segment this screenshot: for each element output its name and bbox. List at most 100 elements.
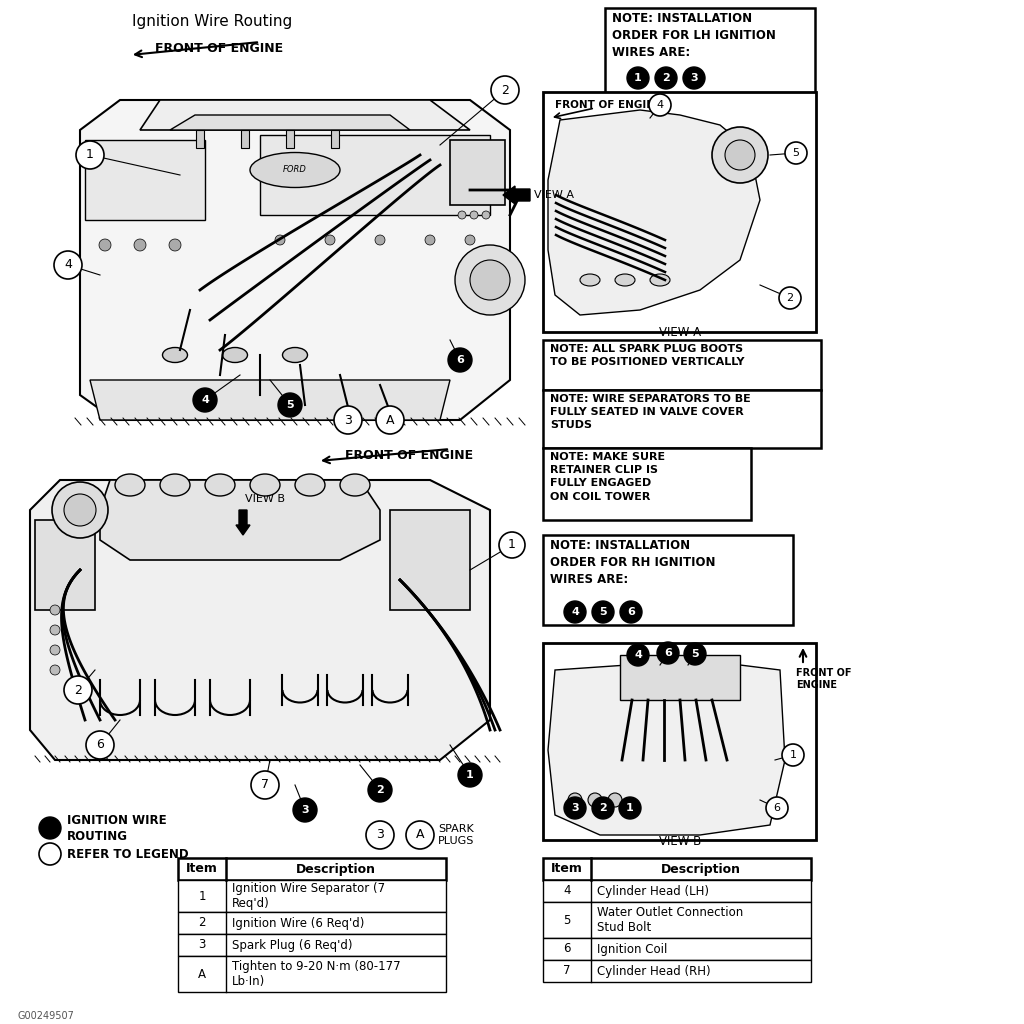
Circle shape [449,348,472,372]
Circle shape [465,234,475,245]
Text: 6: 6 [627,607,635,617]
Circle shape [368,778,392,802]
Text: VIEW B: VIEW B [245,494,285,504]
Text: FRONT OF ENGINE: FRONT OF ENGINE [555,100,663,110]
Text: 6: 6 [664,648,672,658]
Polygon shape [170,115,410,130]
Text: 4: 4 [656,100,664,110]
Circle shape [52,482,108,538]
Circle shape [568,793,582,807]
Circle shape [564,797,586,819]
Text: REFER TO LEGEND: REFER TO LEGEND [67,848,188,860]
Circle shape [657,642,679,664]
FancyArrow shape [503,186,530,204]
Ellipse shape [340,474,370,496]
Text: Ignition Coil: Ignition Coil [597,942,668,955]
Text: 1: 1 [508,539,516,552]
Circle shape [490,76,519,104]
Bar [450,140,505,205]
Bar [543,643,816,840]
Circle shape [470,260,510,300]
Text: 5: 5 [793,148,800,158]
Text: G00249507: G00249507 [18,1011,75,1021]
Text: 2: 2 [786,293,794,303]
Text: 2: 2 [199,916,206,930]
Text: 4: 4 [563,885,570,897]
Circle shape [766,797,788,819]
Circle shape [50,605,60,615]
Text: 6: 6 [563,942,570,955]
Circle shape [564,601,586,623]
Circle shape [458,211,466,219]
Ellipse shape [115,474,145,496]
Circle shape [608,793,622,807]
Text: NOTE: INSTALLATION
ORDER FOR LH IGNITION
WIRES ARE:: NOTE: INSTALLATION ORDER FOR LH IGNITION… [612,12,776,59]
Text: Ignition Wire Routing: Ignition Wire Routing [132,14,292,29]
Text: 2: 2 [501,84,509,96]
Circle shape [592,601,614,623]
Text: Water Outlet Connection
Stud Bolt: Water Outlet Connection Stud Bolt [597,906,743,934]
Circle shape [425,234,435,245]
Circle shape [618,797,641,819]
Text: 2: 2 [376,785,384,795]
Circle shape [50,625,60,635]
Text: FORD: FORD [283,166,307,174]
Bar [620,655,740,700]
Circle shape [50,645,60,655]
Circle shape [406,821,434,849]
Circle shape [376,406,404,434]
Bar [543,92,816,332]
Bar [30,470,520,845]
Text: 3: 3 [571,803,579,813]
Text: 3: 3 [690,73,697,83]
Bar [178,956,446,992]
Circle shape [39,843,61,865]
Circle shape [50,665,60,675]
Text: 6: 6 [456,355,464,365]
Circle shape [458,763,482,787]
Circle shape [470,211,478,219]
Circle shape [627,67,649,89]
Ellipse shape [222,347,248,362]
Bar [286,130,294,148]
Text: FRONT OF ENGINE: FRONT OF ENGINE [155,42,283,55]
Bar [55,65,530,430]
Text: 4: 4 [65,258,72,271]
Text: Cylinder Head (RH): Cylinder Head (RH) [597,965,711,978]
Text: NOTE: WIRE SEPARATORS TO BE
FULLY SEATED IN VALVE COVER
STUDS: NOTE: WIRE SEPARATORS TO BE FULLY SEATED… [550,394,751,430]
Bar [543,340,821,390]
Text: IGNITION WIRE
ROUTING: IGNITION WIRE ROUTING [67,813,167,843]
Text: A: A [198,968,206,981]
Circle shape [63,676,92,705]
Text: 5: 5 [563,913,570,927]
Text: 2: 2 [599,803,607,813]
Ellipse shape [580,274,600,286]
Circle shape [683,67,705,89]
Bar [543,961,811,982]
Ellipse shape [283,347,307,362]
Bar [178,912,446,934]
Circle shape [193,388,217,412]
Polygon shape [80,100,510,420]
Text: A: A [386,414,394,427]
Bar [543,390,821,449]
Bar [196,130,204,148]
Circle shape [620,601,642,623]
Text: 5: 5 [599,607,607,617]
Circle shape [63,494,96,526]
Text: Spark Plug (6 Req'd): Spark Plug (6 Req'd) [232,939,352,951]
Text: 2: 2 [74,683,82,696]
Polygon shape [100,480,380,560]
Circle shape [499,532,525,558]
Bar [543,938,811,961]
Circle shape [76,141,104,169]
Text: Item: Item [186,862,218,876]
Circle shape [588,793,602,807]
Text: NOTE: MAKE SURE
RETAINER CLIP IS
FULLY ENGAGED
ON COIL TOWER: NOTE: MAKE SURE RETAINER CLIP IS FULLY E… [550,452,666,502]
Circle shape [592,797,614,819]
Bar [390,510,470,610]
Circle shape [782,744,804,766]
Bar [241,130,249,148]
Circle shape [366,821,394,849]
Text: Description: Description [296,862,376,876]
